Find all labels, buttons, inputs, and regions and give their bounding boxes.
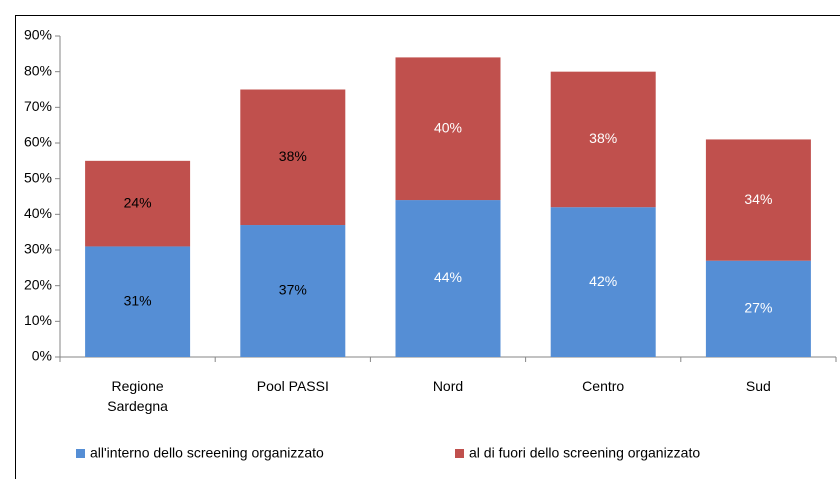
bar-segment	[85, 160, 191, 247]
data-label: 38%	[589, 130, 617, 146]
data-label: 44%	[434, 269, 462, 285]
y-tick-label: 50%	[24, 169, 52, 185]
bar-segment	[395, 57, 501, 201]
chart-frame	[15, 15, 840, 479]
data-label: 31%	[124, 292, 152, 308]
bar-segment	[85, 246, 191, 357]
legend-label: all'interno dello screening organizzato	[90, 445, 324, 461]
y-tick-label: 20%	[24, 276, 52, 292]
bar-segment	[705, 139, 811, 261]
bar-segment	[240, 89, 346, 226]
y-tick-label: 10%	[24, 312, 52, 328]
data-label: 37%	[279, 282, 307, 298]
bar-segment	[240, 225, 346, 357]
y-tick-label: 40%	[24, 205, 52, 221]
y-tick-label: 80%	[24, 62, 52, 78]
x-tick-label: Centro	[582, 378, 625, 394]
x-tick-label: Sud	[745, 378, 771, 394]
data-label: 42%	[589, 273, 617, 289]
legend-label: al di fuori dello screening organizzato	[469, 445, 700, 461]
bar-segment	[550, 71, 656, 208]
bar-segment	[705, 260, 811, 357]
y-tick-label: 90%	[24, 27, 52, 43]
bar-segment	[395, 200, 501, 357]
bar-segment	[550, 207, 656, 357]
legend-swatch	[455, 449, 464, 458]
x-tick-label: Regione Sardegna	[107, 378, 168, 414]
y-tick-label: 0%	[32, 348, 52, 364]
data-label: 40%	[434, 119, 462, 135]
legend-swatch	[76, 449, 85, 458]
x-tick-label: Pool PASSI	[256, 378, 329, 394]
y-tick-label: 70%	[24, 98, 52, 114]
data-label: 38%	[279, 148, 307, 164]
data-label: 34%	[744, 191, 772, 207]
y-tick-label: 30%	[24, 241, 52, 257]
y-tick-label: 60%	[24, 134, 52, 150]
data-label: 27%	[744, 300, 772, 316]
data-label: 24%	[124, 194, 152, 210]
x-tick-label: Nord	[432, 378, 464, 394]
